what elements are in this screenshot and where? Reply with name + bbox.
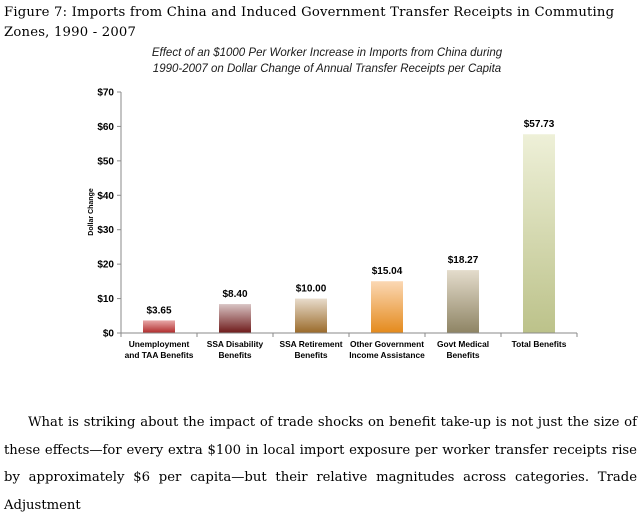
x-tick-label: Unemployment [129, 339, 190, 349]
bar [219, 304, 251, 333]
body-paragraph-text: What is striking about the impact of tra… [4, 415, 637, 513]
body-paragraph: What is striking about the impact of tra… [4, 409, 637, 519]
data-label: $15.04 [372, 266, 403, 277]
figure-caption: Figure 7: Imports from China and Induced… [4, 5, 615, 40]
x-tick-label: Total Benefits [512, 339, 567, 349]
y-tick-label: $40 [97, 191, 114, 202]
x-tick-label: SSA Disability [207, 339, 264, 349]
y-axis-label: Dollar Change [88, 188, 95, 236]
data-label: $10.00 [296, 284, 327, 295]
bar-chart: Effect of an $1000 Per Worker Increase i… [88, 47, 578, 360]
data-label: $8.40 [222, 289, 247, 300]
bar [447, 270, 479, 333]
x-tick-label: Other Government [350, 339, 424, 349]
data-label: $3.65 [146, 305, 171, 316]
y-tick-label: $70 [97, 88, 114, 99]
y-tick-label: $20 [97, 260, 114, 271]
chart-title-line-2: 1990-2007 on Dollar Change of Annual Tra… [153, 63, 501, 75]
x-tick-label: Benefits [446, 350, 479, 360]
bar [523, 134, 555, 333]
data-label: $57.73 [524, 119, 555, 130]
bar [295, 298, 327, 333]
y-tick-label: $0 [103, 329, 115, 340]
x-tick-label: Benefits [294, 350, 327, 360]
y-tick-label: $10 [97, 294, 114, 305]
y-tick-label: $60 [97, 122, 114, 133]
x-tick-label: Govt Medical [437, 339, 489, 349]
data-label: $18.27 [448, 255, 479, 266]
x-tick-label: and TAA Benefits [125, 350, 194, 360]
bar [371, 281, 403, 333]
bar [143, 320, 175, 333]
y-tick-label: $30 [97, 225, 114, 236]
bars: $3.65 $8.40 $10.00 $15.04 $18.27 $57.73 [143, 119, 555, 333]
x-tick-label: SSA Retirement [280, 339, 343, 349]
x-tick-label: Benefits [218, 350, 251, 360]
chart-title-line-1: Effect of an $1000 Per Worker Increase i… [152, 47, 503, 59]
y-tick-label: $50 [97, 156, 114, 167]
y-axis: $0 $10 $20 $30 $40 $50 $60 $70 [97, 88, 122, 340]
x-tick-label: Income Assistance [349, 350, 425, 360]
